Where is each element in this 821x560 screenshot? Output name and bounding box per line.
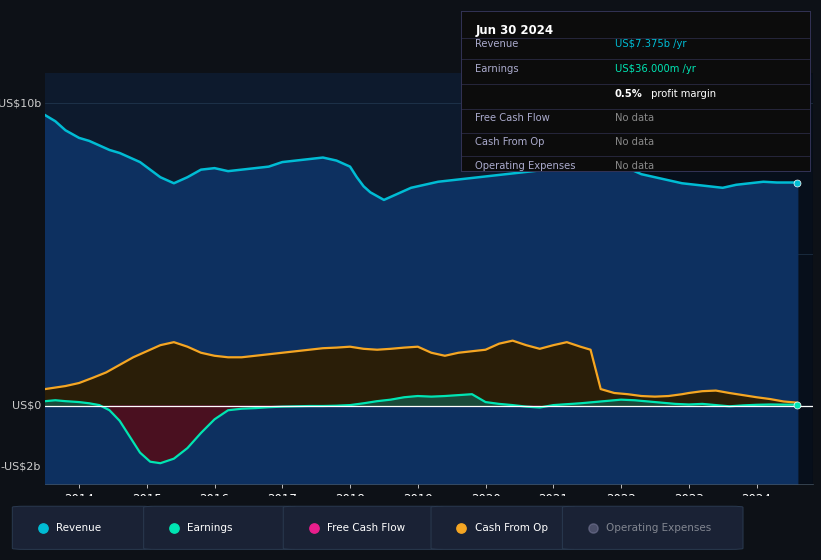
Text: profit margin: profit margin	[648, 88, 716, 99]
Text: US$7.375b /yr: US$7.375b /yr	[615, 39, 686, 49]
Text: Earnings: Earnings	[475, 64, 519, 74]
Text: Operating Expenses: Operating Expenses	[606, 523, 711, 533]
Text: Free Cash Flow: Free Cash Flow	[475, 113, 550, 123]
Text: No data: No data	[615, 137, 654, 147]
Text: Revenue: Revenue	[475, 39, 519, 49]
Point	[791, 400, 804, 409]
FancyBboxPatch shape	[12, 506, 152, 549]
FancyBboxPatch shape	[144, 506, 296, 549]
Text: Cash From Op: Cash From Op	[475, 137, 545, 147]
Text: -US$2b: -US$2b	[1, 461, 41, 472]
Bar	[601, 73, 813, 484]
Text: 0.5%: 0.5%	[615, 88, 643, 99]
FancyBboxPatch shape	[562, 506, 743, 549]
Text: US$36.000m /yr: US$36.000m /yr	[615, 64, 696, 74]
Text: Cash From Op: Cash From Op	[475, 523, 548, 533]
Text: No data: No data	[615, 113, 654, 123]
Point	[36, 523, 49, 532]
Point	[586, 523, 599, 532]
Point	[167, 523, 181, 532]
Text: US$0: US$0	[12, 401, 41, 410]
Text: Earnings: Earnings	[187, 523, 232, 533]
FancyBboxPatch shape	[431, 506, 575, 549]
Text: Revenue: Revenue	[56, 523, 101, 533]
Text: Jun 30 2024: Jun 30 2024	[475, 24, 553, 37]
FancyBboxPatch shape	[283, 506, 443, 549]
Point	[791, 178, 804, 187]
Text: Operating Expenses: Operating Expenses	[475, 161, 576, 171]
Point	[455, 523, 468, 532]
Text: No data: No data	[615, 161, 654, 171]
Point	[307, 523, 320, 532]
Text: US$10b: US$10b	[0, 98, 41, 108]
Text: Free Cash Flow: Free Cash Flow	[327, 523, 405, 533]
